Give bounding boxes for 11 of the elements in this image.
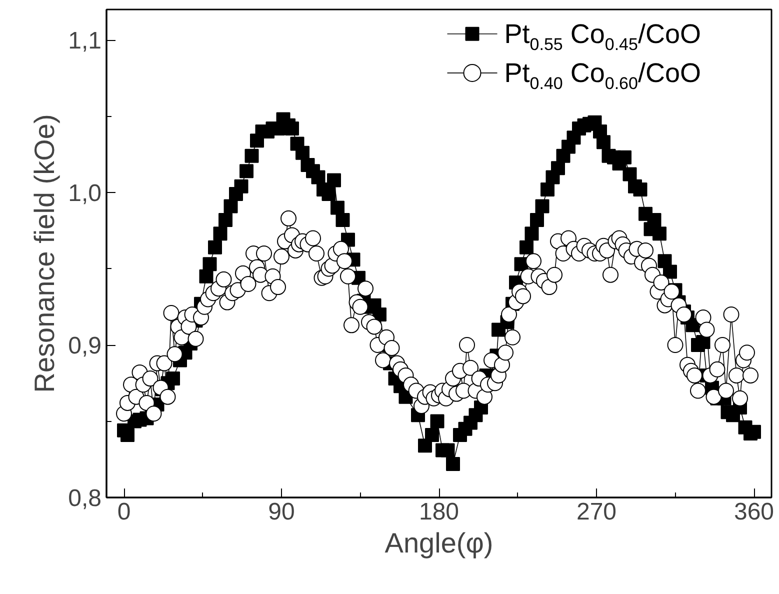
x-axis-title: Angle(φ) bbox=[384, 528, 494, 558]
x-tick-label: 360 bbox=[734, 498, 774, 526]
y-tick-label: 0,9 bbox=[68, 332, 102, 360]
y-tick-label: 1,0 bbox=[68, 180, 102, 207]
y-axis-title: Resonance field (kOe) bbox=[29, 114, 60, 393]
x-tick-label: 90 bbox=[268, 498, 295, 526]
y-tick-label: 1,1 bbox=[68, 28, 102, 54]
y-tick-label: 0,8 bbox=[68, 485, 102, 512]
x-tick-label: 270 bbox=[576, 498, 617, 526]
x-tick-label: 0 bbox=[117, 498, 131, 526]
x-tick-label: 180 bbox=[418, 498, 460, 526]
